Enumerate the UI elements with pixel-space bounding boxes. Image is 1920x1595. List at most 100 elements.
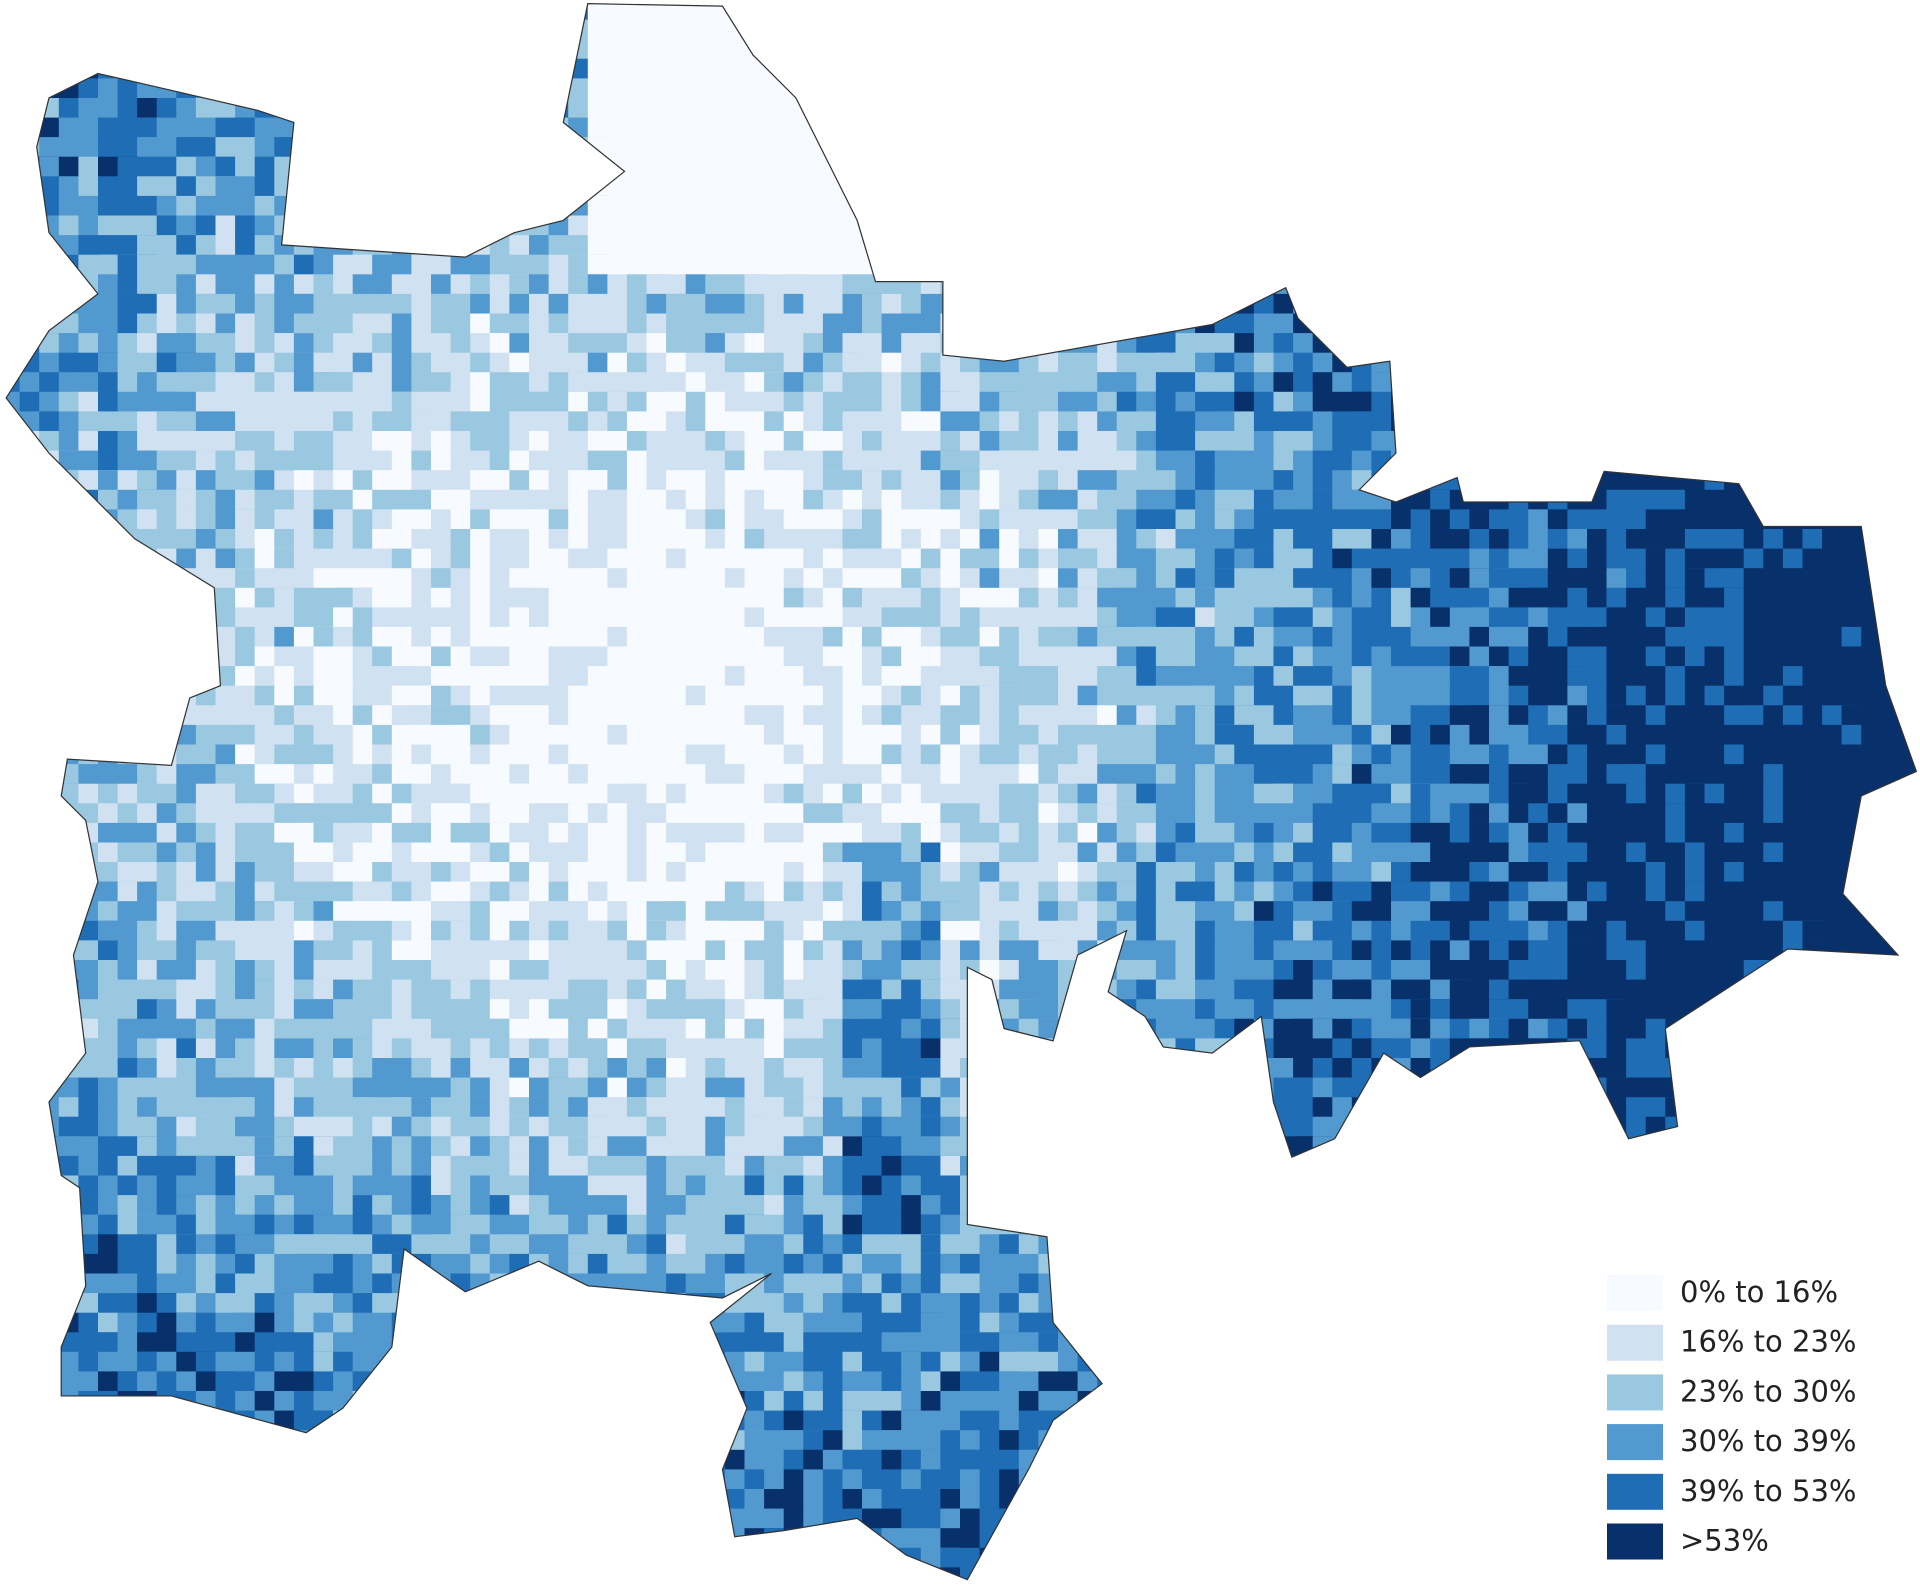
- district: [39, 626, 60, 647]
- district: [313, 568, 334, 589]
- district: [1547, 372, 1588, 393]
- district: [1508, 901, 1529, 922]
- district: [1567, 431, 1588, 452]
- district: [587, 587, 608, 608]
- district: [1332, 881, 1353, 902]
- district: [1802, 215, 1843, 236]
- district: [6, 979, 21, 1000]
- district: [783, 940, 804, 961]
- district: [1626, 920, 1647, 941]
- district: [999, 842, 1020, 863]
- district: [19, 646, 40, 687]
- district: [235, 842, 256, 863]
- district: [470, 842, 491, 863]
- district: [58, 274, 79, 295]
- district: [1782, 137, 1803, 158]
- district: [587, 137, 608, 158]
- district: [1214, 195, 1255, 236]
- district: [274, 960, 295, 981]
- district: [1430, 431, 1470, 452]
- district: [489, 352, 510, 373]
- district: [822, 195, 843, 216]
- district: [1175, 372, 1196, 393]
- district: [1293, 529, 1314, 550]
- district: [901, 274, 922, 295]
- district: [1567, 98, 1608, 119]
- district: [901, 646, 922, 667]
- district: [1489, 450, 1510, 471]
- district: [1900, 352, 1917, 373]
- district: [1214, 372, 1235, 393]
- district: [1430, 156, 1470, 197]
- district: [862, 529, 883, 550]
- district: [293, 117, 334, 138]
- district: [1234, 372, 1255, 393]
- district: [1058, 744, 1079, 765]
- district: [254, 685, 275, 706]
- district: [685, 724, 706, 745]
- district: [881, 195, 922, 236]
- district: [195, 333, 216, 354]
- district: [1528, 293, 1549, 314]
- district: [1606, 58, 1627, 79]
- district: [39, 646, 79, 667]
- district: [58, 58, 79, 79]
- district: [1822, 195, 1843, 236]
- district: [842, 842, 863, 863]
- district: [1195, 352, 1216, 373]
- district: [98, 313, 119, 334]
- district: [999, 313, 1020, 334]
- district: [1058, 431, 1079, 452]
- district: [1175, 176, 1196, 197]
- district: [1058, 98, 1079, 119]
- district: [1077, 274, 1118, 295]
- district: [1097, 58, 1118, 99]
- district: [1175, 98, 1196, 138]
- district: [1253, 254, 1294, 295]
- district: [1822, 666, 1843, 687]
- district: [6, 293, 21, 314]
- district: [842, 137, 863, 158]
- district: [666, 920, 687, 941]
- district: [293, 666, 314, 687]
- district: [1469, 58, 1490, 99]
- district: [1469, 254, 1490, 275]
- district: [1273, 137, 1314, 158]
- district: [39, 235, 60, 256]
- district: [411, 822, 432, 843]
- district: [1332, 3, 1353, 21]
- district: [1116, 803, 1137, 824]
- district: [1273, 195, 1314, 216]
- district: [137, 626, 158, 647]
- district: [999, 470, 1020, 491]
- district: [137, 568, 177, 608]
- district: [1469, 724, 1490, 745]
- district: [431, 333, 452, 354]
- district: [1567, 842, 1588, 863]
- district: [313, 509, 334, 530]
- district: [1077, 235, 1118, 256]
- district: [431, 822, 452, 843]
- district: [1058, 783, 1079, 804]
- district: [1410, 705, 1431, 726]
- district: [1469, 274, 1510, 295]
- district: [1391, 881, 1412, 902]
- district: [646, 783, 667, 804]
- district: [6, 254, 40, 295]
- district: [78, 333, 99, 354]
- district: [1410, 411, 1431, 432]
- district: [6, 313, 21, 334]
- district: [1704, 156, 1745, 177]
- district: [1273, 215, 1294, 236]
- district: [1273, 254, 1294, 275]
- district: [783, 450, 804, 471]
- district: [979, 195, 1000, 216]
- district: [489, 568, 510, 589]
- district: [1645, 920, 1666, 941]
- district: [391, 431, 412, 452]
- district: [1018, 156, 1039, 177]
- district: [1449, 744, 1470, 765]
- district: [137, 235, 158, 256]
- district: [1587, 803, 1608, 824]
- district: [1097, 235, 1118, 256]
